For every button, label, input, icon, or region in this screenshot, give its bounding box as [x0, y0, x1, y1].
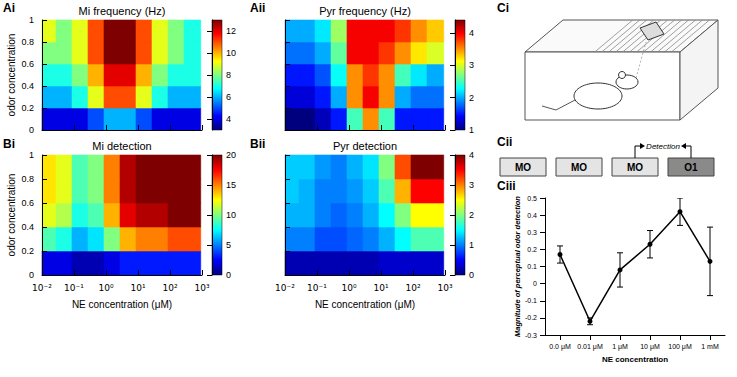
svg-text:Detection: Detection — [646, 142, 680, 151]
svg-text:2: 2 — [469, 93, 474, 103]
svg-text:5: 5 — [226, 240, 231, 250]
svg-text:MO: MO — [571, 162, 587, 173]
svg-text:0.0 μM: 0.0 μM — [549, 343, 571, 351]
svg-text:12: 12 — [226, 26, 236, 36]
svg-text:100 μM: 100 μM — [668, 343, 692, 351]
svg-text:10 μM: 10 μM — [640, 343, 660, 351]
svg-text:0: 0 — [533, 280, 537, 287]
svg-text:0: 0 — [469, 270, 474, 280]
svg-text:Aii: Aii — [250, 1, 265, 15]
svg-text:-0.2: -0.2 — [525, 314, 537, 321]
svg-text:10²: 10² — [162, 283, 177, 293]
svg-text:NE concentration (μM): NE concentration (μM) — [72, 299, 172, 310]
svg-text:0.8: 0.8 — [21, 174, 34, 184]
svg-text:3: 3 — [469, 60, 474, 70]
svg-text:0: 0 — [29, 125, 34, 135]
svg-text:10⁰: 10⁰ — [98, 283, 113, 293]
svg-text:-0.1: -0.1 — [525, 297, 537, 304]
svg-text:0.4: 0.4 — [21, 222, 34, 232]
svg-text:4: 4 — [469, 28, 474, 38]
svg-text:Bi: Bi — [3, 137, 15, 151]
svg-text:10²: 10² — [405, 283, 420, 293]
svg-text:Ciii: Ciii — [497, 179, 516, 193]
svg-text:10⁻¹: 10⁻¹ — [307, 283, 327, 293]
svg-text:10⁰: 10⁰ — [341, 283, 356, 293]
svg-text:10¹: 10¹ — [373, 283, 388, 293]
svg-text:10¹: 10¹ — [130, 283, 145, 293]
svg-text:0.4: 0.4 — [527, 212, 537, 219]
svg-text:odor concentration: odor concentration — [6, 34, 17, 117]
svg-text:MO: MO — [515, 162, 531, 173]
svg-text:0.3: 0.3 — [527, 229, 537, 236]
svg-text:0.1: 0.1 — [527, 263, 537, 270]
svg-text:10³: 10³ — [194, 283, 209, 293]
svg-text:0: 0 — [29, 270, 34, 280]
svg-text:Magnitude of perceptual odor d: Magnitude of perceptual odor detection — [513, 196, 522, 337]
svg-text:Mi frequency (Hz): Mi frequency (Hz) — [79, 5, 166, 17]
svg-text:Ai: Ai — [3, 1, 15, 15]
svg-text:NE concentration: NE concentration — [602, 355, 668, 364]
svg-text:4: 4 — [469, 150, 474, 160]
svg-text:Cii: Cii — [497, 135, 512, 149]
svg-text:NE concentration (μM): NE concentration (μM) — [315, 299, 415, 310]
svg-text:20: 20 — [226, 150, 236, 160]
svg-text:Mi detection: Mi detection — [92, 140, 151, 152]
svg-text:0.8: 0.8 — [21, 37, 34, 47]
svg-text:-0.3: -0.3 — [525, 332, 537, 339]
svg-text:10⁻¹: 10⁻¹ — [64, 283, 84, 293]
svg-text:0.2: 0.2 — [527, 246, 537, 253]
svg-text:0.6: 0.6 — [21, 198, 34, 208]
svg-text:O1: O1 — [684, 162, 698, 173]
svg-text:Pyr detection: Pyr detection — [333, 140, 397, 152]
svg-text:6: 6 — [226, 92, 231, 102]
svg-text:0.6: 0.6 — [21, 59, 34, 69]
svg-text:0.4: 0.4 — [21, 81, 34, 91]
svg-text:1 μM: 1 μM — [612, 343, 628, 351]
svg-text:1: 1 — [29, 15, 34, 25]
svg-text:MO: MO — [627, 162, 643, 173]
svg-text:10: 10 — [226, 48, 236, 58]
svg-text:Bii: Bii — [250, 137, 265, 151]
svg-text:15: 15 — [226, 180, 236, 190]
svg-text:8: 8 — [226, 70, 231, 80]
svg-text:1: 1 — [469, 125, 474, 135]
svg-text:10³: 10³ — [437, 283, 452, 293]
svg-text:1 mM: 1 mM — [701, 343, 719, 350]
svg-text:1: 1 — [469, 240, 474, 250]
svg-text:1: 1 — [29, 150, 34, 160]
svg-text:Ci: Ci — [497, 1, 509, 15]
svg-text:odor concentration: odor concentration — [6, 174, 17, 257]
svg-text:0.2: 0.2 — [21, 103, 34, 113]
svg-text:0.01 μM: 0.01 μM — [577, 343, 603, 351]
svg-text:2: 2 — [469, 210, 474, 220]
svg-text:Pyr frequency (Hz): Pyr frequency (Hz) — [319, 5, 411, 17]
svg-text:0.5: 0.5 — [527, 195, 537, 202]
svg-text:10⁻²: 10⁻² — [32, 283, 52, 293]
svg-text:3: 3 — [469, 180, 474, 190]
svg-text:4: 4 — [226, 114, 231, 124]
svg-text:10: 10 — [226, 210, 236, 220]
svg-text:0: 0 — [226, 270, 231, 280]
svg-text:0.2: 0.2 — [21, 246, 34, 256]
svg-text:10⁻²: 10⁻² — [275, 283, 295, 293]
